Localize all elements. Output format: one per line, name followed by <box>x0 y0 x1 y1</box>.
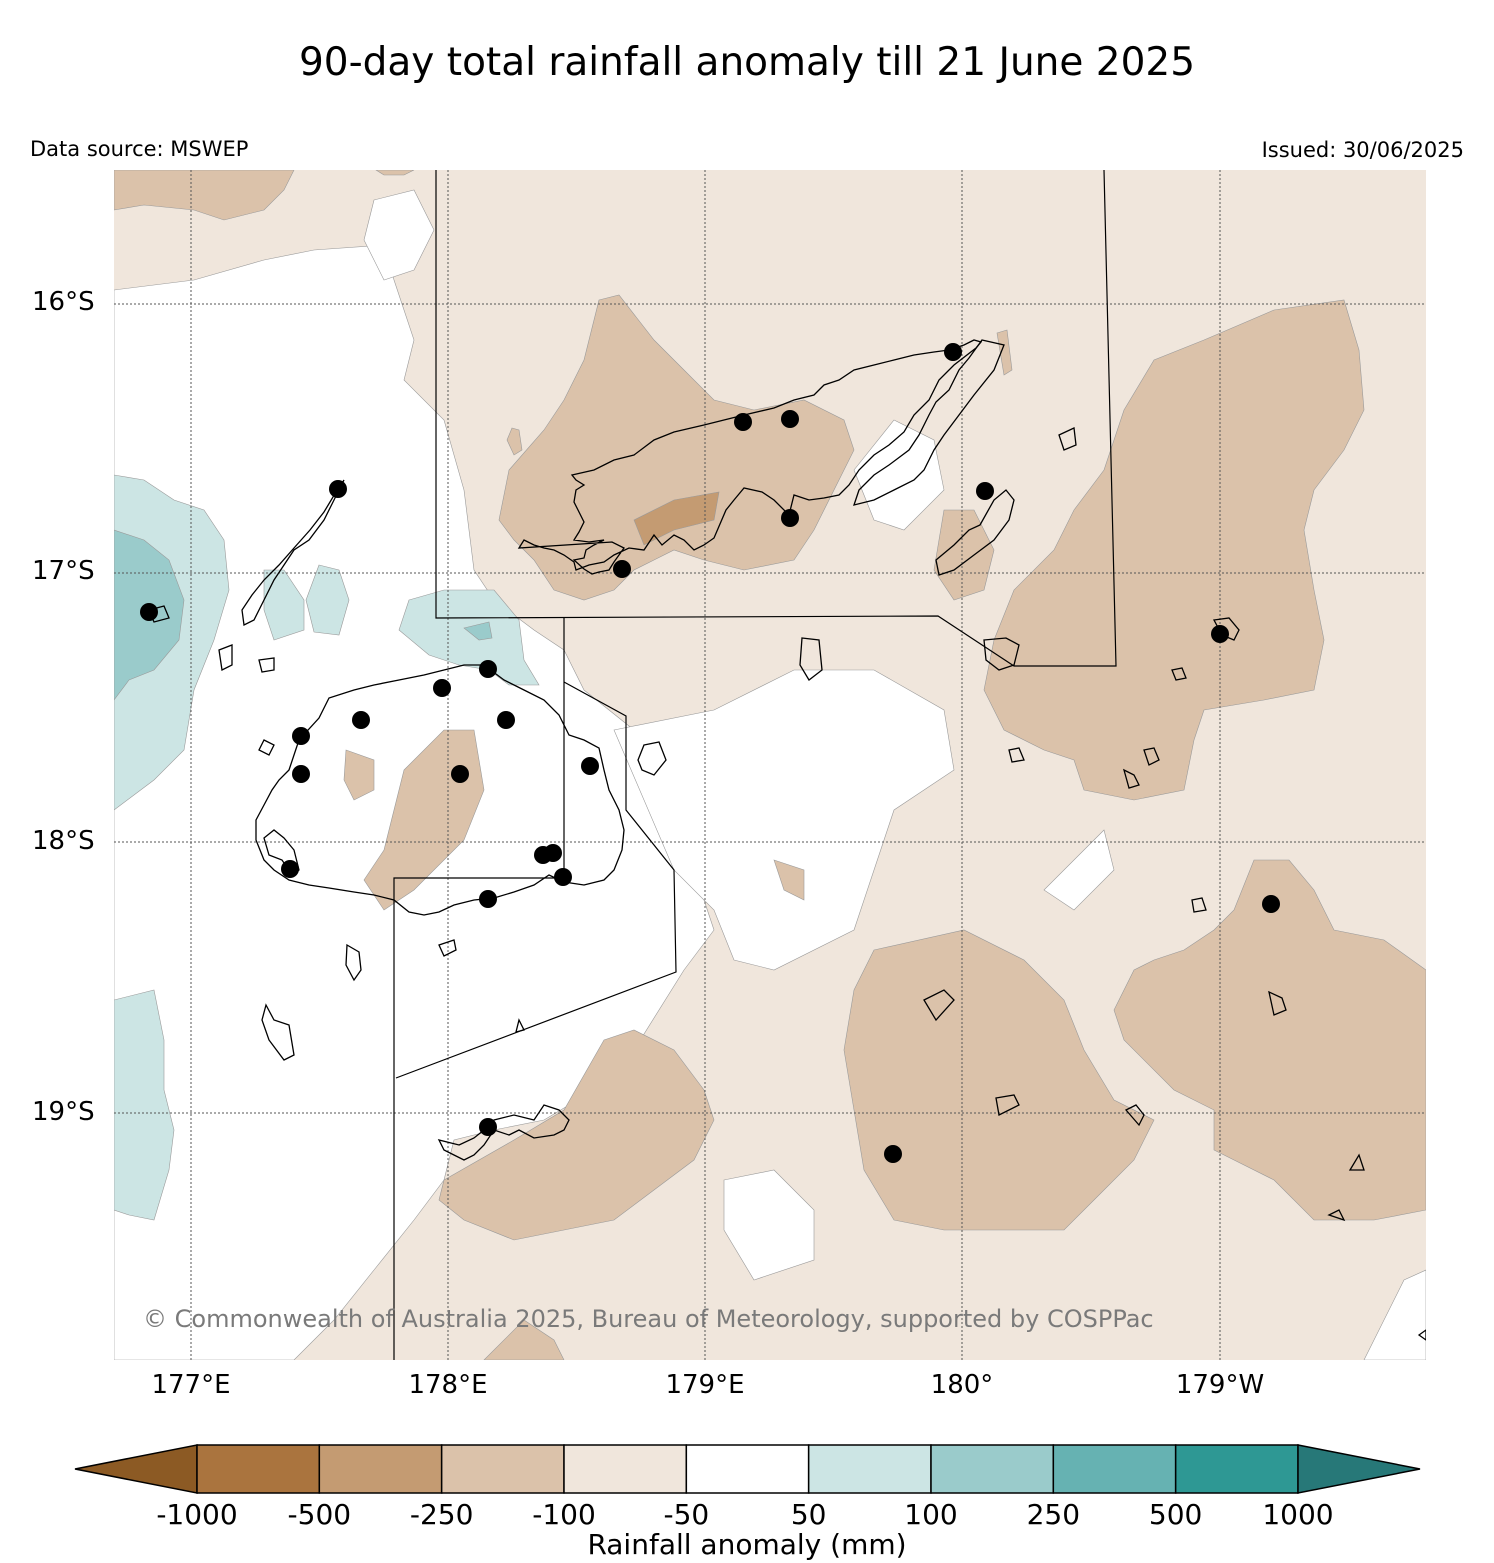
colorbar-cell <box>440 1444 565 1494</box>
map-title: 90-day total rainfall anomaly till 21 Ju… <box>298 40 1196 85</box>
colorbar-tick-label: 250 <box>1026 1498 1081 1531</box>
lat-label-17s: 17°S <box>32 556 95 586</box>
lat-label-18s: 18°S <box>32 826 95 856</box>
colorbar-tick-label: 500 <box>1148 1498 1203 1531</box>
division-boundaries <box>393 170 1117 1360</box>
colorbar-tick-label: 1000 <box>1262 1498 1334 1531</box>
colorbar-title: Rainfall anomaly (mm) <box>587 1528 907 1561</box>
lon-label-179w: 179°W <box>1175 1370 1265 1400</box>
colorbar-tick-label: -500 <box>287 1498 352 1531</box>
lat-label-19s: 19°S <box>32 1097 95 1127</box>
colorbar-cell <box>318 1444 443 1494</box>
issued-date-label: Issued: 30/06/2025 <box>1261 138 1464 162</box>
colorbar-tick-label: -1000 <box>156 1498 238 1531</box>
colorbar-tick-label: -250 <box>409 1498 474 1531</box>
colorbar-tick-label: 100 <box>904 1498 958 1531</box>
rainfall-anomaly-map <box>114 170 1426 1360</box>
lon-label-177e: 177°E <box>151 1370 231 1400</box>
colorbar-tick-label: -100 <box>532 1498 596 1531</box>
colorbar-tick-label: 50 <box>790 1498 827 1531</box>
colorbar-cell <box>196 1444 321 1494</box>
colorbar-cell <box>1174 1444 1299 1494</box>
copyright-notice: © Commonwealth of Australia 2025, Bureau… <box>143 1305 1154 1333</box>
weather-stations <box>140 343 1280 1163</box>
colorbar-cell <box>807 1444 932 1494</box>
colorbar-extend-low <box>74 1444 198 1494</box>
lon-label-180: 180° <box>930 1370 994 1400</box>
colorbar-cell <box>1052 1444 1177 1494</box>
colorbar-cell <box>930 1444 1055 1494</box>
colorbar-cell <box>685 1444 810 1494</box>
colorbar-cell <box>563 1444 688 1494</box>
viti-levu-coastline <box>255 664 625 916</box>
colorbar-extend-high <box>1297 1444 1421 1494</box>
graticule-lines <box>114 170 1426 1360</box>
lon-label-179e: 179°E <box>665 1370 745 1400</box>
colorbar <box>74 1444 1421 1494</box>
data-source-label: Data source: MSWEP <box>30 137 249 161</box>
lat-label-16s: 16°S <box>32 287 95 317</box>
lon-label-178e: 178°E <box>408 1370 488 1400</box>
colorbar-tick-label: -50 <box>663 1498 710 1531</box>
strong-dry-anomaly-region <box>633 491 720 546</box>
